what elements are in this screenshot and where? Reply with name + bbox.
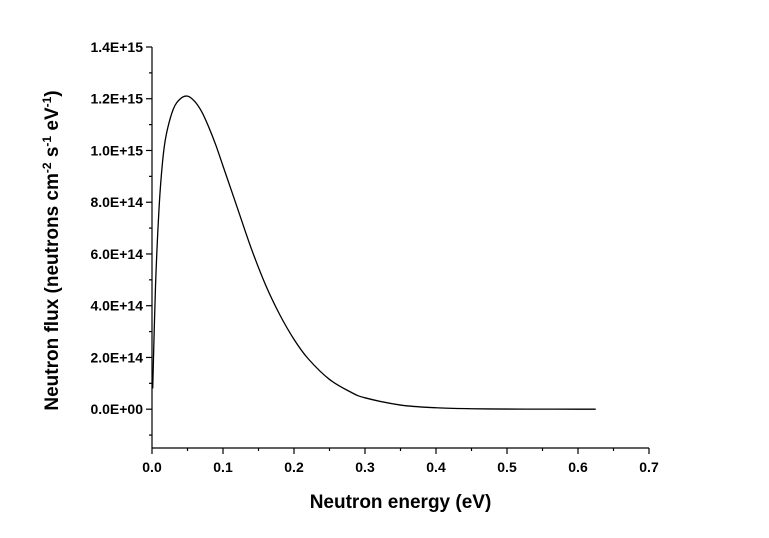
y-axis-title-mid2: eV (42, 107, 63, 136)
y-tick-label: 6.0E+14 (90, 246, 143, 262)
y-tick-label: 1.0E+15 (90, 142, 143, 158)
x-tick-label: 0.4 (426, 459, 446, 475)
x-axis-title: Neutron energy (eV) (310, 492, 492, 513)
x-ticks: 0.0 0.1 0.2 0.3 0.4 0.5 0.6 0.7 (142, 448, 659, 475)
y-axis-title-main: Neutron flux (neutrons cm (42, 173, 63, 411)
y-axis-title-sup1: -2 (40, 162, 54, 173)
x-tick-label: 0.2 (284, 459, 304, 475)
y-axis-title-sup2: -1 (40, 136, 54, 147)
x-tick-label: 0.5 (497, 459, 517, 475)
series-line (152, 95, 596, 410)
y-tick-label: 1.4E+15 (90, 39, 143, 55)
axes (151, 47, 649, 449)
series (152, 95, 596, 410)
y-axis-title-mid1: s (42, 147, 63, 163)
y-tick-label: 0.0E+00 (90, 401, 143, 417)
y-tick-label: 2.0E+14 (90, 349, 143, 365)
x-tick-label: 0.0 (142, 459, 162, 475)
x-tick-label: 0.1 (213, 459, 233, 475)
y-axis-title-end: ) (42, 90, 63, 96)
x-tick-label: 0.3 (355, 459, 375, 475)
y-tick-label: 4.0E+14 (90, 298, 143, 314)
y-ticks: 0.0E+00 2.0E+14 4.0E+14 6.0E+14 8.0E+14 1.0E+… (90, 39, 152, 436)
y-tick-label: 1.2E+15 (90, 91, 143, 107)
y-tick-label: 8.0E+14 (90, 194, 143, 210)
x-tick-label: 0.6 (568, 459, 588, 475)
y-axis-title-sup3: -1 (40, 96, 54, 107)
x-tick-label: 0.7 (639, 459, 659, 475)
y-axis-title: Neutron flux (neutrons cm-2 s-1 eV-1) (40, 90, 63, 410)
